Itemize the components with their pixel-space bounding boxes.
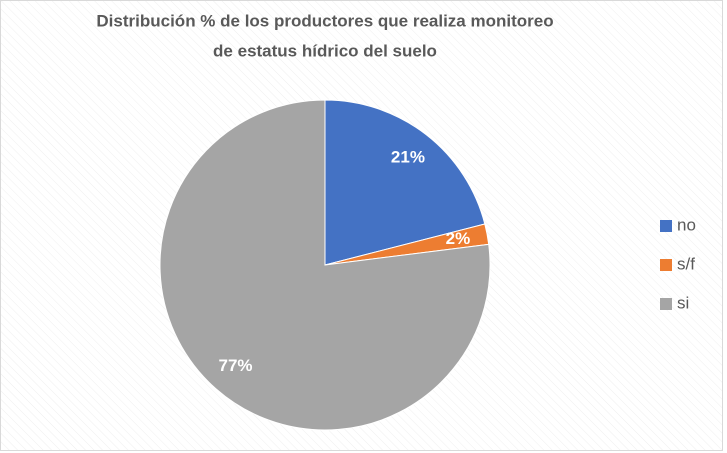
legend-label: no [677,215,696,234]
data-label: 77% [219,356,253,375]
chart-title: de estatus hídrico del suelo [213,41,437,60]
legend-label: si [677,293,689,312]
legend-swatch [660,259,672,271]
legend-swatch [660,220,672,232]
data-label: 21% [391,148,425,167]
legend-label: s/f [677,254,695,273]
data-label: 2% [446,229,471,248]
chart-title: Distribución % de los productores que re… [96,11,553,30]
legend-swatch [660,298,672,310]
pie-slice [159,99,491,431]
pie-slice [324,99,486,266]
